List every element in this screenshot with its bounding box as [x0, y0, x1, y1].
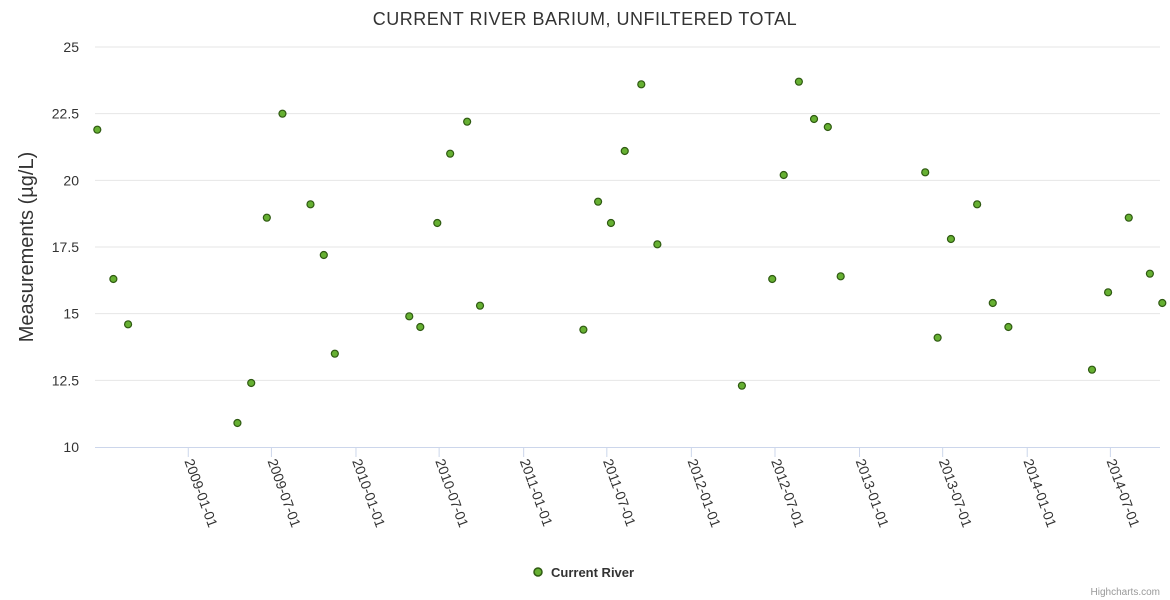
data-point[interactable] [1103, 288, 1113, 297]
y-axis-tick-labels: 10 12.5 15 17.5 20 22.5 25 [52, 39, 79, 455]
data-point[interactable] [1145, 269, 1154, 278]
y-tick-label: 22.5 [52, 106, 79, 122]
data-point[interactable] [836, 272, 845, 281]
data-point[interactable] [946, 234, 956, 244]
data-point[interactable] [809, 114, 819, 124]
data-point[interactable] [606, 218, 616, 228]
data-point[interactable] [579, 325, 588, 334]
chart-title: CURRENT RIVER BARIUM, UNFILTERED TOTAL [373, 9, 797, 29]
data-point[interactable] [779, 170, 788, 180]
data-point[interactable] [593, 197, 603, 206]
data-point[interactable] [637, 80, 646, 89]
legend-marker-current-river[interactable] [533, 567, 543, 577]
data-point[interactable] [768, 274, 777, 284]
data-point[interactable] [109, 274, 118, 284]
data-point[interactable] [794, 77, 803, 86]
data-point[interactable] [823, 122, 832, 132]
data-point[interactable] [620, 146, 629, 156]
y-grid-lines [95, 46, 1160, 381]
data-point[interactable] [1158, 298, 1167, 308]
data-point[interactable] [933, 333, 942, 342]
data-point[interactable] [306, 200, 315, 209]
legend[interactable]: Current River [533, 565, 634, 580]
data-point[interactable] [262, 213, 271, 222]
y-tick-label: 17.5 [52, 239, 79, 255]
legend-label-current-river[interactable]: Current River [551, 565, 634, 580]
data-point[interactable] [463, 117, 472, 126]
data-point[interactable] [123, 320, 133, 329]
y-tick-label: 25 [63, 39, 79, 55]
data-point[interactable] [416, 322, 425, 332]
data-point[interactable] [973, 200, 982, 209]
data-point[interactable] [247, 378, 256, 388]
data-point[interactable] [1124, 213, 1133, 222]
data-point[interactable] [93, 125, 102, 134]
y-tick-label: 20 [63, 172, 79, 188]
data-point[interactable] [319, 250, 328, 260]
data-point[interactable] [405, 312, 414, 321]
data-point[interactable] [330, 349, 339, 358]
data-point[interactable] [1087, 365, 1097, 374]
data-point[interactable] [278, 109, 287, 118]
data-point[interactable] [1004, 322, 1013, 332]
y-tick-label: 12.5 [52, 372, 79, 388]
data-point[interactable] [446, 149, 455, 158]
y-tick-label: 15 [63, 306, 79, 322]
y-axis-title: Measurements (µg/L) [16, 152, 38, 342]
data-point[interactable] [475, 301, 485, 310]
data-point[interactable] [653, 240, 662, 249]
data-point[interactable] [737, 381, 747, 390]
series-current-river-points [93, 77, 1167, 428]
y-tick-label: 10 [63, 439, 79, 455]
data-point[interactable] [988, 298, 997, 308]
data-point[interactable] [921, 168, 930, 177]
credits-link[interactable]: Highcharts.com [1091, 587, 1160, 598]
data-point[interactable] [433, 218, 442, 228]
data-point[interactable] [233, 418, 242, 428]
